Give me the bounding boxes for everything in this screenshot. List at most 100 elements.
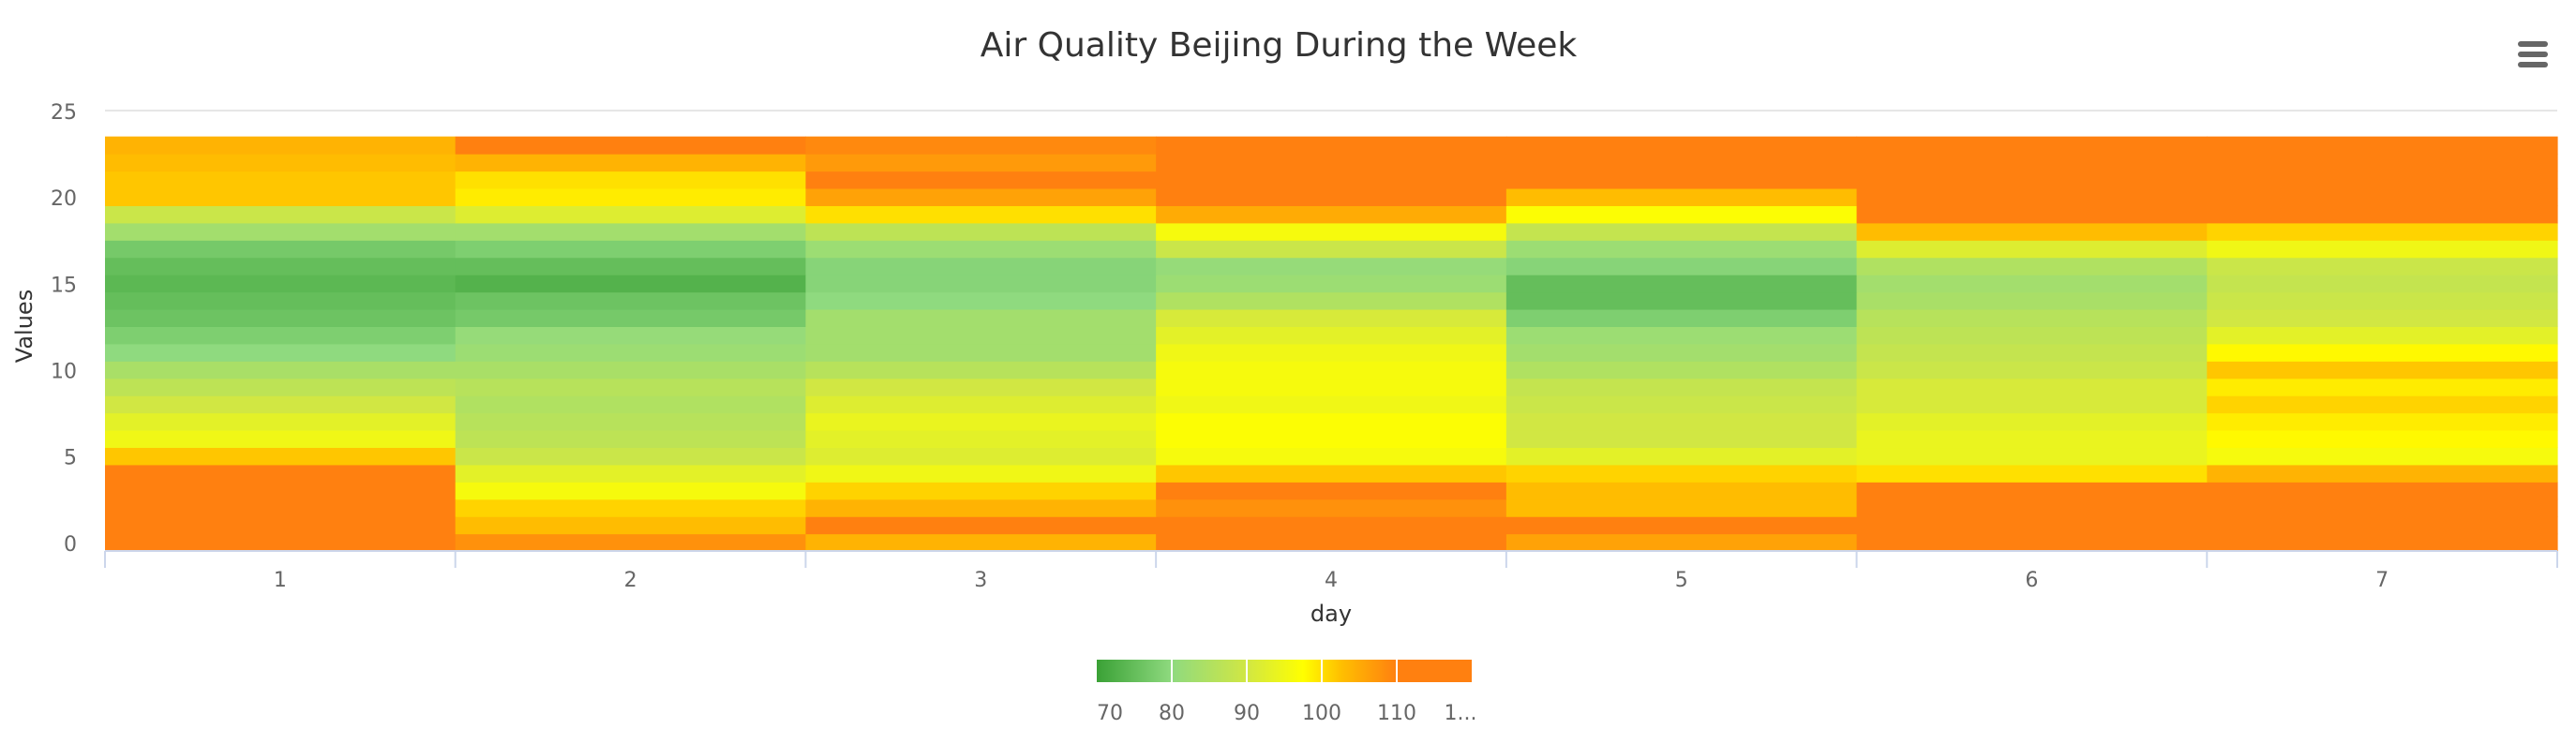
heatmap-cell [455, 240, 807, 259]
heatmap-cell [105, 136, 457, 155]
heatmap-cell [1856, 222, 2208, 241]
heatmap-cell [805, 378, 1157, 396]
heatmap-cell [1505, 447, 1858, 466]
heatmap-cell [1856, 291, 2208, 310]
heatmap-cell [2207, 412, 2558, 431]
heatmap-cell [2207, 447, 2558, 466]
x-tick-label: 3 [974, 569, 987, 592]
heatmap-cell [805, 343, 1157, 362]
hamburger-icon[interactable] [2518, 41, 2548, 67]
heatmap-cell [2207, 326, 2558, 345]
heatmap-cell [105, 222, 457, 241]
heatmap-cell [455, 136, 807, 155]
heatmap-cell [1856, 464, 2208, 483]
heatmap-cell [105, 361, 457, 379]
heatmap-cell [455, 291, 807, 310]
heatmap-cell [1505, 361, 1858, 379]
heatmap-cell [455, 308, 807, 327]
heatmap-cell [455, 533, 807, 552]
heatmap-cells [105, 136, 2558, 552]
heatmap-cell [805, 171, 1157, 189]
heatmap-cell [1505, 395, 1858, 414]
heatmap-cell [2207, 222, 2558, 241]
heatmap-cell [1856, 326, 2208, 345]
heatmap-cell [1156, 222, 1507, 241]
heatmap-cell [1505, 205, 1858, 224]
heatmap-cell [1505, 498, 1858, 517]
heatmap-cell [2207, 429, 2558, 449]
heatmap-cell [105, 395, 457, 414]
heatmap-cell [1856, 482, 2208, 500]
heatmap-cell [1156, 447, 1507, 466]
heatmap-cell [2207, 187, 2558, 206]
heatmap-cell [805, 326, 1157, 345]
heatmap-cell [2207, 395, 2558, 414]
heatmap-cell [2207, 464, 2558, 483]
heatmap-cell [1505, 171, 1858, 189]
heatmap-cell [805, 498, 1157, 517]
heatmap-cell [1156, 136, 1507, 155]
heatmap-cell [1505, 516, 1858, 535]
context-menu-button[interactable] [2512, 34, 2554, 73]
heatmap-cell [105, 482, 457, 500]
heatmap-cell [105, 533, 457, 552]
heatmap-cell [805, 275, 1157, 293]
heatmap-cell [1856, 429, 2208, 449]
heatmap-cell [1156, 308, 1507, 327]
heatmap-cell [805, 136, 1157, 155]
heatmap-cell [1505, 326, 1858, 345]
color-bar-tick-label: 80 [1159, 702, 1185, 725]
heatmap-cell [1156, 240, 1507, 259]
heatmap-cell [105, 326, 457, 345]
heatmap-cell [105, 447, 457, 466]
x-tick-label: 7 [2375, 569, 2389, 592]
color-bar-tick-label: 90 [1234, 702, 1260, 725]
heatmap-cell [2207, 257, 2558, 275]
heatmap-cell [1505, 482, 1858, 500]
heatmap-cell [105, 171, 457, 189]
x-tick-label: 1 [274, 569, 287, 592]
heatmap-cell [455, 378, 807, 396]
heatmap-cell [1156, 533, 1507, 552]
heatmap-cell [455, 275, 807, 293]
heatmap-cell [1856, 447, 2208, 466]
heatmap-cell [1856, 136, 2208, 155]
heatmap-cell [2207, 240, 2558, 259]
heatmap-cell [805, 291, 1157, 310]
heatmap-cell [805, 482, 1157, 500]
heatmap-cell [1156, 326, 1507, 345]
heatmap-cell [805, 361, 1157, 379]
color-bar-tick-label: 1... [1445, 702, 1477, 725]
heatmap-cell [105, 464, 457, 483]
heatmap-cell [105, 412, 457, 431]
heatmap-cell [455, 326, 807, 345]
y-tick-label: 10 [51, 360, 77, 383]
heatmap-cell [105, 205, 457, 224]
heatmap-cell [455, 361, 807, 379]
heatmap-cell [1856, 533, 2208, 552]
color-bar [1097, 660, 1472, 682]
heatmap-cell [2207, 378, 2558, 396]
heatmap-cell [455, 171, 807, 189]
heatmap-cell [1505, 187, 1858, 206]
heatmap-cell [455, 187, 807, 206]
heatmap-cell [1156, 412, 1507, 431]
heatmap-cell [1505, 240, 1858, 259]
heatmap-cell [1856, 516, 2208, 535]
heatmap-cell [455, 154, 807, 172]
heatmap-cell [455, 205, 807, 224]
heatmap-cell [1856, 275, 2208, 293]
heatmap-cell [1156, 291, 1507, 310]
heatmap-cell [1156, 361, 1507, 379]
heatmap-cell [455, 412, 807, 431]
y-axis-title: Values [11, 290, 37, 363]
heatmap-cell [2207, 361, 2558, 379]
heatmap-cell [805, 395, 1157, 414]
heatmap-cell [1505, 429, 1858, 449]
heatmap-cell [2207, 533, 2558, 552]
heatmap-cell [2207, 498, 2558, 517]
heatmap-cell [805, 308, 1157, 327]
heatmap-cell [105, 378, 457, 396]
heatmap-cell [105, 343, 457, 362]
